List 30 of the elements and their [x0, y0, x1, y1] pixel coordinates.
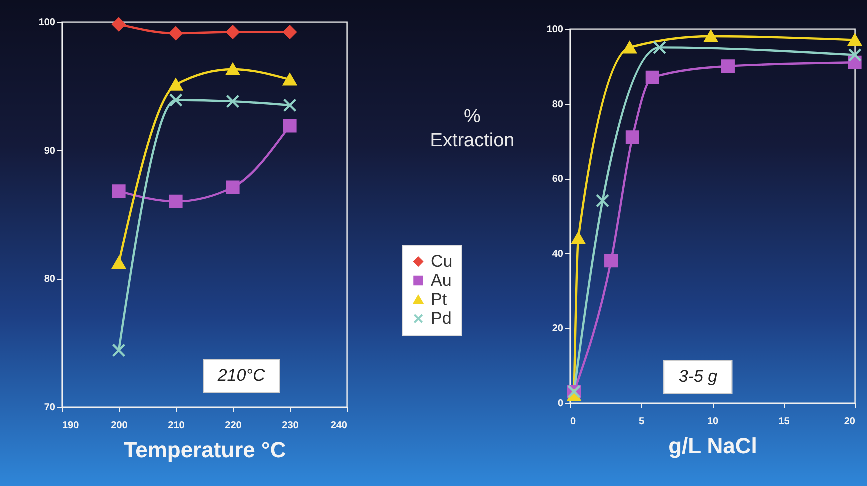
- y-tick-label: 80: [44, 274, 56, 286]
- y-tick-label: 100: [546, 24, 564, 36]
- x-tick-label: 230: [282, 420, 300, 432]
- x-tick-label: 220: [225, 420, 242, 432]
- x-tick-label: 10: [707, 416, 719, 428]
- x-tick-label: 210: [168, 420, 186, 432]
- legend-label: Cu: [431, 252, 453, 271]
- y-tick-label: 90: [44, 146, 56, 157]
- x-axis-title: Temperature °C: [124, 438, 286, 462]
- y-tick-label: 0: [558, 398, 564, 410]
- x-tick-label: 20: [844, 416, 856, 428]
- legend-label: Pt: [431, 290, 448, 309]
- y-tick-label: 70: [44, 402, 56, 414]
- x-tick-label: 190: [62, 420, 80, 432]
- annotation: 3-5 g: [664, 360, 733, 394]
- legend-label: Au: [431, 270, 452, 290]
- x-tick-label: 240: [330, 420, 348, 432]
- y-tick-label: 60: [552, 174, 564, 186]
- y-tick-label: 100: [38, 18, 56, 28]
- x-tick-label: 200: [111, 420, 128, 432]
- x-tick-label: 5: [638, 416, 645, 428]
- y-tick-label: 80: [552, 99, 564, 110]
- y-axis-title: % Extraction: [430, 106, 515, 152]
- x-tick-label: 0: [570, 416, 576, 428]
- y-tick-label: 40: [552, 248, 564, 260]
- x-axis-title: g/L NaCl: [668, 434, 758, 458]
- legend-label: Pd: [431, 308, 452, 328]
- x-tick-label: 15: [778, 416, 790, 428]
- y-tick-label: 20: [552, 324, 564, 335]
- annotation: 210°C: [202, 359, 280, 394]
